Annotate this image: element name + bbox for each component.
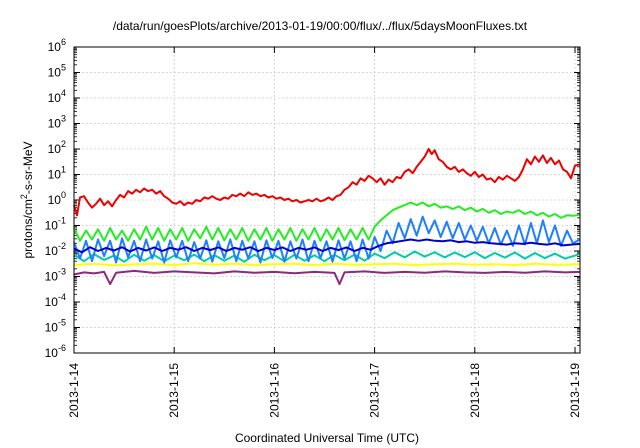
y-tick-label: 101 — [48, 165, 66, 182]
y-axis-label-main: protons/cm — [21, 199, 35, 258]
y-tick-label-base: 10 — [48, 117, 62, 131]
series-line — [73, 148, 581, 217]
y-tick-label-exponent: 5 — [61, 63, 66, 73]
x-tick-label: 2013-1-15 — [167, 363, 181, 418]
y-tick-label: 104 — [48, 88, 66, 105]
series-line — [73, 238, 581, 254]
y-tick-labels: 10-610-510-410-310-210-11001011021031041… — [45, 37, 66, 360]
y-tick-label-exponent: 2 — [61, 139, 66, 149]
y-tick-label: 102 — [48, 139, 66, 156]
y-tick-label-base: 10 — [48, 193, 62, 207]
y-tick-label-base: 10 — [45, 295, 59, 309]
y-tick-label-exponent: -5 — [58, 318, 66, 328]
y-tick-label-base: 10 — [45, 219, 59, 233]
y-tick-label: 10-3 — [45, 267, 66, 284]
y-tick-label-exponent: -2 — [58, 241, 66, 251]
y-tick-label-exponent: 3 — [61, 114, 66, 124]
y-tick-label-exponent: 6 — [61, 37, 66, 47]
y-tick-label: 10-6 — [45, 343, 66, 360]
y-tick-label-base: 10 — [48, 40, 62, 54]
series-line — [73, 269, 581, 286]
y-tick-label-base: 10 — [48, 168, 62, 182]
series-line — [73, 201, 581, 242]
y-tick-label-exponent: 1 — [61, 165, 66, 175]
x-tick-label: 2013-1-16 — [267, 363, 281, 418]
y-tick-label-base: 10 — [45, 244, 59, 258]
y-axis-label-sup: 2 — [19, 194, 29, 199]
chart-title: /data/run/goesPlots/archive/2013-01-19/0… — [113, 19, 528, 33]
y-tick-label: 100 — [48, 190, 66, 207]
series-lines — [73, 148, 581, 286]
x-tick-label: 2013-1-14 — [67, 363, 81, 418]
x-tick-label: 2013-1-17 — [368, 363, 382, 418]
y-axis-label: protons/cm2-s-sr-MeV — [19, 141, 35, 258]
x-tick-labels: 2013-1-14 2013-1-15 2013-1-16 2013-1-17 2013… — [67, 363, 582, 418]
grid — [74, 47, 580, 353]
y-tick-label: 106 — [48, 37, 66, 54]
y-tick-label-base: 10 — [48, 66, 62, 80]
series-line — [73, 215, 581, 264]
series-line — [73, 250, 581, 263]
x-axis-label: Coordinated Universal Time (UTC) — [235, 431, 419, 445]
y-tick-label-exponent: -1 — [58, 216, 66, 226]
y-tick-label-exponent: -4 — [58, 292, 66, 302]
y-tick-label: 10-1 — [45, 216, 66, 233]
y-tick-label-base: 10 — [45, 270, 59, 284]
y-tick-label: 10-5 — [45, 318, 66, 335]
y-tick-label-base: 10 — [48, 142, 62, 156]
y-tick-label: 105 — [48, 63, 66, 80]
y-tick-label-exponent: 4 — [61, 88, 66, 98]
y-tick-label-exponent: -3 — [58, 267, 66, 277]
y-tick-label: 10-2 — [45, 241, 66, 258]
y-axis-label-rest: -s-sr-MeV — [21, 141, 35, 194]
x-tick-label: 2013-1-18 — [468, 363, 482, 418]
series-line — [73, 262, 581, 267]
y-tick-label-exponent: 0 — [61, 190, 66, 200]
y-tick-label: 10-4 — [45, 292, 66, 309]
y-tick-label-base: 10 — [45, 346, 59, 360]
y-tick-label-base: 10 — [48, 91, 62, 105]
x-tick-label: 2013-1-19 — [568, 363, 582, 418]
y-tick-label-base: 10 — [45, 321, 59, 335]
y-tick-label: 103 — [48, 114, 66, 131]
plot-frame — [73, 46, 581, 354]
y-tick-label-exponent: -6 — [58, 343, 66, 353]
